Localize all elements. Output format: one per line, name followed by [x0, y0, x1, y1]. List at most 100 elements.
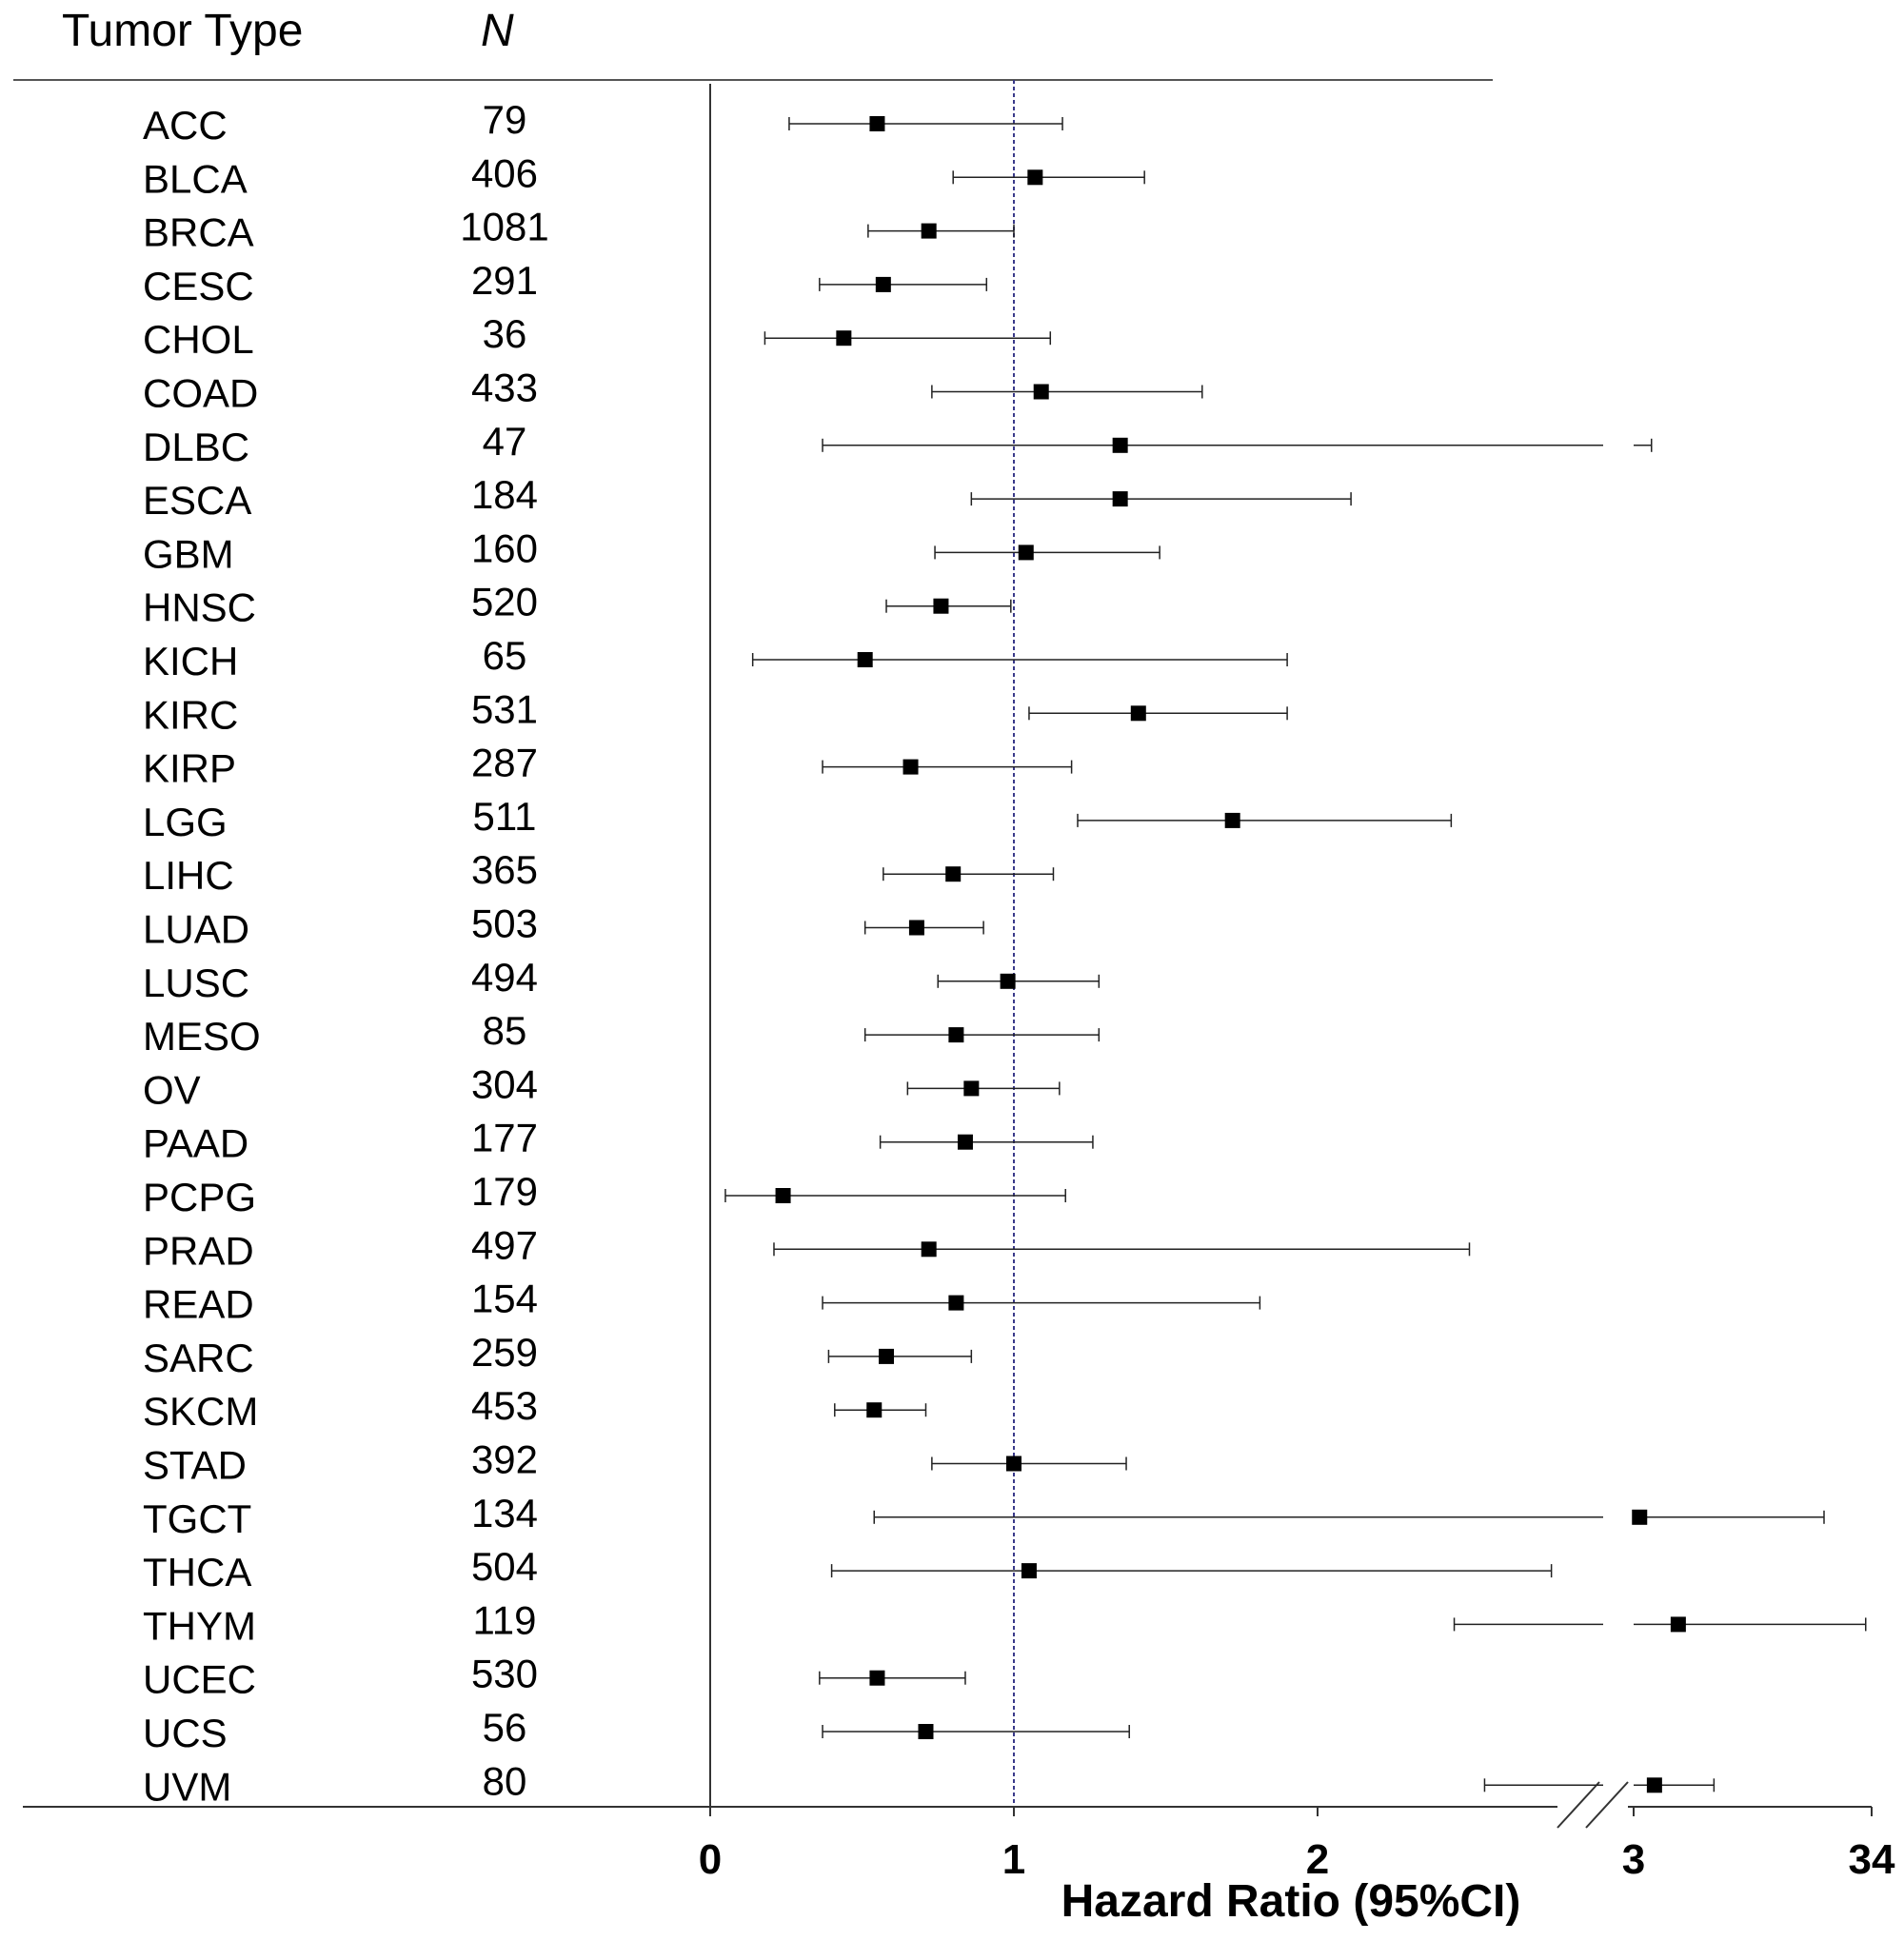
sample-count-label: 520 [471, 580, 538, 624]
hazard-ratio-point [1021, 1563, 1037, 1579]
sample-count-label: 504 [471, 1544, 538, 1589]
hazard-ratio-point [869, 116, 885, 131]
sample-count-label: 177 [471, 1116, 538, 1160]
tumor-type-label: CHOL [143, 317, 254, 362]
sample-count-label: 1081 [460, 205, 548, 249]
forest-row: KIRC 531 [143, 686, 1288, 737]
forest-row: LUSC 494 [143, 955, 1101, 1005]
hazard-ratio-point [1006, 1456, 1021, 1472]
tumor-type-label: LUSC [143, 961, 249, 1005]
x-tick-label: 3 [1622, 1836, 1645, 1883]
sample-count-label: 365 [471, 847, 538, 892]
forest-row: LIHC 365 [143, 847, 1055, 898]
hazard-ratio-point [875, 276, 891, 292]
forest-row: SARC 259 [143, 1330, 973, 1380]
tumor-type-label: OV [143, 1067, 201, 1112]
forest-row: LUAD 503 [143, 901, 984, 952]
hazard-ratio-point [902, 759, 919, 775]
sample-count-label: 134 [471, 1491, 538, 1535]
x-tick-label: 0 [699, 1836, 722, 1883]
tumor-type-label: LGG [143, 800, 228, 844]
hazard-ratio-point [1018, 545, 1034, 561]
sample-count-label: 36 [483, 311, 527, 356]
tumor-type-label: CESC [143, 264, 254, 308]
forest-row: BRCA 1081 [143, 205, 1015, 255]
tumor-type-label: LUAD [143, 907, 249, 952]
hazard-ratio-point [933, 598, 949, 614]
header-n: N [481, 6, 514, 56]
hazard-ratio-point [1033, 384, 1049, 400]
sample-count-label: 119 [473, 1597, 537, 1642]
x-tick-label: 1 [1002, 1836, 1025, 1883]
tumor-type-label: ACC [143, 103, 228, 148]
hazard-ratio-point [1027, 169, 1043, 186]
tumor-type-label: COAD [143, 371, 258, 416]
hazard-ratio-point [1224, 812, 1240, 828]
tumor-type-label: PAAD [143, 1121, 248, 1166]
forest-row: STAD 392 [143, 1437, 1127, 1488]
sample-count-label: 56 [483, 1705, 527, 1750]
forest-row: UCEC 530 [143, 1652, 966, 1702]
tumor-type-label: UCEC [143, 1657, 256, 1702]
hazard-ratio-point [1112, 491, 1128, 507]
tumor-type-label: TGCT [143, 1496, 251, 1541]
sample-count-label: 494 [471, 955, 538, 1000]
forest-row: KICH 65 [143, 633, 1288, 683]
tumor-type-label: UVM [143, 1764, 231, 1809]
sample-count-label: 503 [471, 901, 538, 946]
tumor-type-label: KIRP [143, 746, 236, 791]
forest-row: GBM 160 [143, 525, 1160, 576]
tumor-type-label: SKCM [143, 1389, 258, 1434]
sample-count-label: 511 [473, 794, 537, 839]
sample-count-label: 497 [471, 1222, 538, 1267]
sample-count-label: 291 [471, 258, 538, 303]
tumor-type-label: UCS [143, 1711, 228, 1755]
sample-count-label: 65 [483, 633, 527, 678]
axis-break-mark [1585, 1781, 1629, 1829]
forest-row: DLBC 47 [143, 419, 1653, 469]
forest-row: CHOL 36 [143, 311, 1052, 362]
sample-count-label: 433 [471, 366, 538, 410]
sample-count-label: 530 [471, 1652, 538, 1696]
sample-count-label: 47 [483, 419, 527, 464]
sample-count-label: 453 [471, 1383, 538, 1428]
hazard-ratio-point [879, 1348, 895, 1364]
tumor-type-label: GBM [143, 531, 234, 576]
hazard-ratio-point [1112, 437, 1128, 453]
hazard-ratio-point [963, 1080, 980, 1097]
tumor-type-label: SARC [143, 1336, 254, 1380]
forest-row: PRAD 497 [143, 1222, 1471, 1273]
sample-count-label: 179 [471, 1169, 538, 1214]
forest-rows: ACC 79 BLCA 406 BRCA 1081 CESC 291 CHOL 36 COAD 433… [143, 97, 1867, 1809]
forest-row: THYM 119 [143, 1597, 1867, 1648]
tumor-type-label: PCPG [143, 1175, 256, 1219]
sample-count-label: 184 [471, 472, 538, 517]
tumor-type-label: PRAD [143, 1228, 254, 1273]
forest-row: BLCA 406 [143, 150, 1145, 201]
forest-row: UVM 80 [143, 1758, 1716, 1809]
hazard-ratio-point [918, 1724, 934, 1739]
sample-count-label: 304 [471, 1061, 538, 1106]
header-tumor-type: Tumor Type [62, 6, 303, 56]
hazard-ratio-point [866, 1402, 883, 1418]
hazard-ratio-point [775, 1188, 791, 1203]
tumor-type-label: THYM [143, 1603, 256, 1648]
sample-count-label: 154 [471, 1277, 538, 1321]
sample-count-label: 79 [483, 97, 527, 142]
forest-row: KIRP 287 [143, 741, 1073, 791]
hazard-ratio-point [948, 1027, 964, 1043]
sample-count-label: 531 [471, 686, 538, 731]
sample-count-label: 85 [483, 1008, 527, 1053]
tumor-type-label: MESO [143, 1014, 261, 1059]
tumor-type-label: KIRC [143, 692, 238, 737]
forest-row: SKCM 453 [143, 1383, 927, 1434]
hazard-ratio-point [1000, 973, 1016, 989]
tumor-type-label: STAD [143, 1443, 247, 1488]
forest-row: HNSC 520 [143, 580, 1012, 630]
sample-count-label: 287 [471, 741, 538, 785]
forest-row: LGG 511 [143, 794, 1453, 844]
hazard-ratio-point [1646, 1777, 1662, 1793]
forest-row: COAD 433 [143, 366, 1203, 416]
x-tick-label: 34 [1849, 1836, 1895, 1883]
